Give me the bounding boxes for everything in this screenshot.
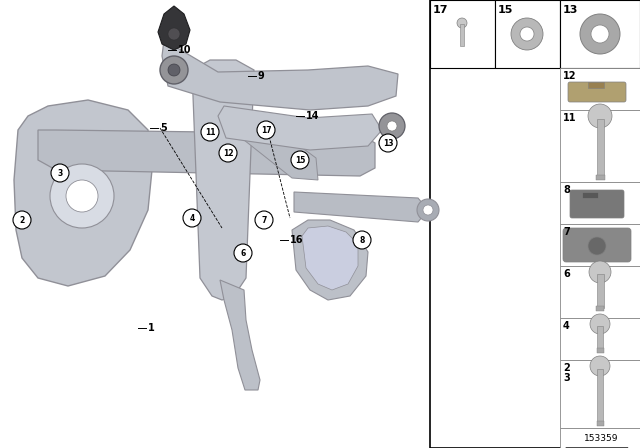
Bar: [560, 318, 640, 360]
FancyBboxPatch shape: [563, 228, 631, 262]
Bar: [460, 24, 464, 46]
Text: 15: 15: [295, 155, 305, 164]
FancyBboxPatch shape: [570, 190, 624, 218]
Circle shape: [66, 180, 98, 212]
Text: 12: 12: [223, 148, 233, 158]
FancyBboxPatch shape: [568, 82, 626, 102]
Bar: [596, 119, 604, 177]
Polygon shape: [162, 40, 398, 110]
Bar: [597, 369, 603, 423]
Circle shape: [160, 56, 188, 84]
Circle shape: [51, 164, 69, 182]
Bar: [560, 224, 640, 266]
Circle shape: [219, 144, 237, 162]
Text: 4: 4: [563, 321, 570, 331]
Bar: [495, 0, 560, 68]
Circle shape: [50, 164, 114, 228]
Circle shape: [591, 25, 609, 43]
Bar: [596, 274, 604, 308]
Circle shape: [387, 121, 397, 131]
Polygon shape: [158, 6, 190, 50]
Polygon shape: [292, 220, 368, 300]
Polygon shape: [294, 192, 428, 222]
Bar: [582, 192, 598, 198]
Text: 10: 10: [178, 45, 191, 55]
Circle shape: [353, 231, 371, 249]
Circle shape: [379, 134, 397, 152]
Circle shape: [590, 356, 610, 376]
Polygon shape: [244, 118, 318, 180]
Bar: [588, 82, 604, 88]
Circle shape: [588, 104, 612, 128]
Bar: [430, 0, 495, 68]
Bar: [596, 421, 604, 426]
Polygon shape: [14, 100, 152, 286]
Bar: [560, 266, 640, 318]
Text: 4: 4: [189, 214, 195, 223]
Text: 1: 1: [148, 323, 155, 333]
Circle shape: [201, 123, 219, 141]
Bar: [430, 0, 640, 448]
Bar: [596, 348, 604, 353]
Text: 9: 9: [258, 71, 265, 81]
Circle shape: [511, 18, 543, 50]
Circle shape: [457, 18, 467, 28]
Text: 8: 8: [563, 185, 570, 195]
Circle shape: [590, 314, 610, 334]
Text: 3: 3: [58, 168, 63, 177]
Text: 6: 6: [241, 249, 246, 258]
Circle shape: [520, 27, 534, 41]
Text: 15: 15: [498, 5, 513, 15]
Bar: [560, 0, 640, 68]
Text: 14: 14: [306, 111, 319, 121]
Polygon shape: [220, 280, 260, 390]
Circle shape: [589, 261, 611, 283]
Text: 11: 11: [205, 128, 215, 137]
Text: 153359: 153359: [584, 434, 618, 443]
Circle shape: [234, 244, 252, 262]
Bar: [596, 306, 604, 311]
Polygon shape: [218, 106, 382, 150]
Circle shape: [183, 209, 201, 227]
Circle shape: [168, 64, 180, 76]
Text: 17: 17: [260, 125, 271, 134]
Text: 7: 7: [563, 227, 570, 237]
Bar: [597, 326, 603, 350]
Polygon shape: [192, 60, 254, 300]
Text: 13: 13: [563, 5, 579, 15]
Bar: [560, 68, 640, 110]
Text: 13: 13: [383, 138, 393, 147]
Bar: [560, 110, 640, 182]
Circle shape: [255, 211, 273, 229]
Bar: [560, 182, 640, 224]
Circle shape: [580, 14, 620, 54]
Circle shape: [417, 199, 439, 221]
Polygon shape: [38, 130, 375, 176]
Circle shape: [257, 121, 275, 139]
Text: 2: 2: [19, 215, 24, 224]
Text: 2
3: 2 3: [563, 363, 570, 383]
Text: 7: 7: [261, 215, 267, 224]
Circle shape: [423, 205, 433, 215]
Circle shape: [13, 211, 31, 229]
Text: 6: 6: [563, 269, 570, 279]
Text: 12: 12: [563, 71, 577, 81]
Bar: [560, 360, 640, 428]
Bar: [389, 128, 395, 148]
Bar: [560, 428, 640, 448]
Text: 8: 8: [359, 236, 365, 245]
Circle shape: [291, 151, 309, 169]
Circle shape: [379, 113, 405, 139]
Text: 16: 16: [290, 235, 303, 245]
Circle shape: [588, 237, 606, 255]
Text: 11: 11: [563, 113, 577, 123]
Text: 17: 17: [433, 5, 449, 15]
Polygon shape: [302, 226, 358, 290]
Text: 5: 5: [160, 123, 167, 133]
Bar: [595, 175, 605, 180]
Circle shape: [168, 28, 180, 40]
